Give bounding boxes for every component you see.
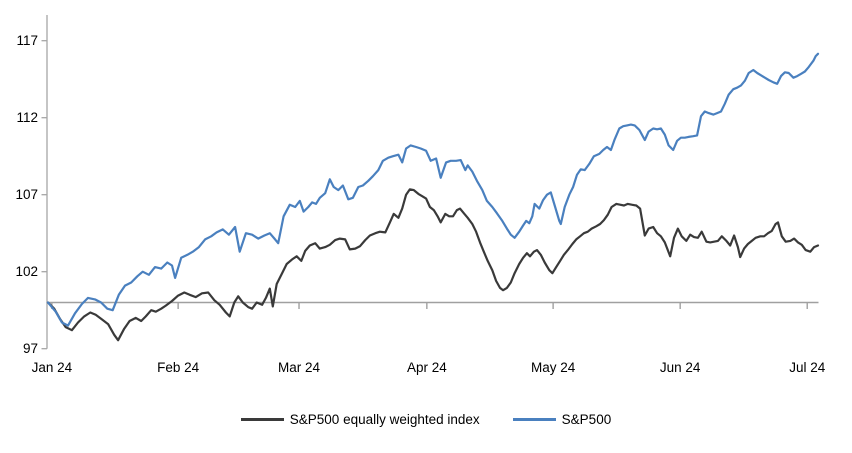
legend-item-sp500: S&P500 — [512, 412, 612, 427]
x-axis-label: Jan 24 — [32, 360, 73, 375]
sp500-equal-weight-line-swatch — [240, 418, 284, 421]
legend-item-sp500-equal-weight: S&P500 equally weighted index — [240, 412, 480, 427]
sp500-line-swatch — [512, 418, 556, 421]
x-axis-label: Mar 24 — [278, 360, 321, 375]
x-axis-label: Jun 24 — [660, 360, 701, 375]
y-axis-label: 102 — [15, 264, 38, 279]
legend-label-sp500-equal-weight: S&P500 equally weighted index — [289, 412, 480, 427]
y-axis-label: 97 — [23, 341, 38, 356]
series-line-sp500-equal-weight — [46, 188, 820, 342]
x-axis-label: May 24 — [531, 360, 576, 375]
x-axis-label: Jul 24 — [789, 360, 826, 375]
chart-legend: S&P500 equally weighted index S&P500 — [0, 412, 852, 427]
x-axis-label: Feb 24 — [157, 360, 200, 375]
x-axis-label: Apr 24 — [407, 360, 447, 375]
y-axis-label: 112 — [16, 110, 38, 125]
series-line-sp500 — [46, 52, 820, 327]
y-axis-label: 107 — [15, 187, 38, 202]
legend-label-sp500: S&P500 — [561, 412, 612, 427]
y-axis-label: 117 — [16, 33, 38, 48]
